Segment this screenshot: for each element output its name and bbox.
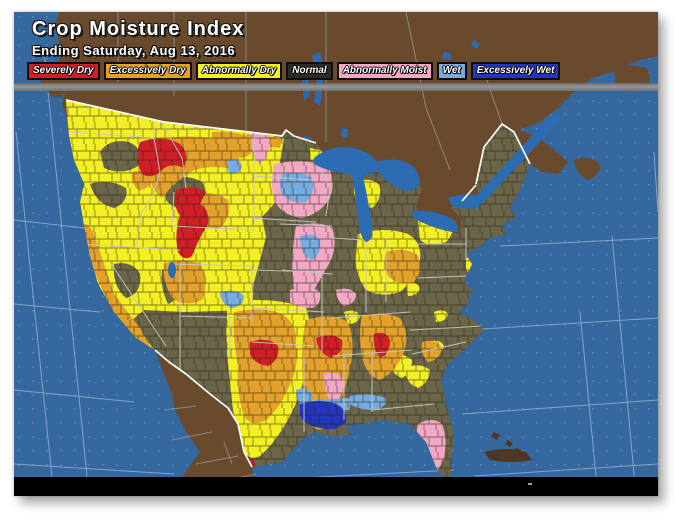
page-subtitle: Ending Saturday, Aug 13, 2016 (32, 43, 236, 58)
us-state-borders (69, 116, 485, 432)
cmi-map (14, 12, 658, 496)
legend-item-normal: Normal (286, 62, 333, 80)
page-title: Crop Moisture Index (32, 18, 245, 40)
legend-item-wet: Wet (436, 62, 467, 80)
legend-item-abnormally-moist: Abnormally Moist (336, 62, 433, 80)
bottom-bar (14, 477, 658, 496)
legend-item-excessively-wet: Excessively Wet (470, 62, 561, 80)
national-borders (65, 99, 531, 468)
legend-item-abnormally-dry: Abnormally Dry (195, 62, 283, 80)
map-frame: Crop Moisture Index Ending Saturday, Aug… (14, 12, 658, 496)
separator-band (14, 83, 658, 91)
title-block: Crop Moisture Index Ending Saturday, Aug… (32, 18, 244, 58)
legend-item-excessively-dry: Excessively Dry (103, 62, 192, 80)
great-lakes (168, 112, 562, 278)
legend: Severely Dry Excessively Dry Abnormally Dr… (27, 60, 564, 80)
legend-item-severely-dry: Severely Dry (27, 62, 100, 80)
